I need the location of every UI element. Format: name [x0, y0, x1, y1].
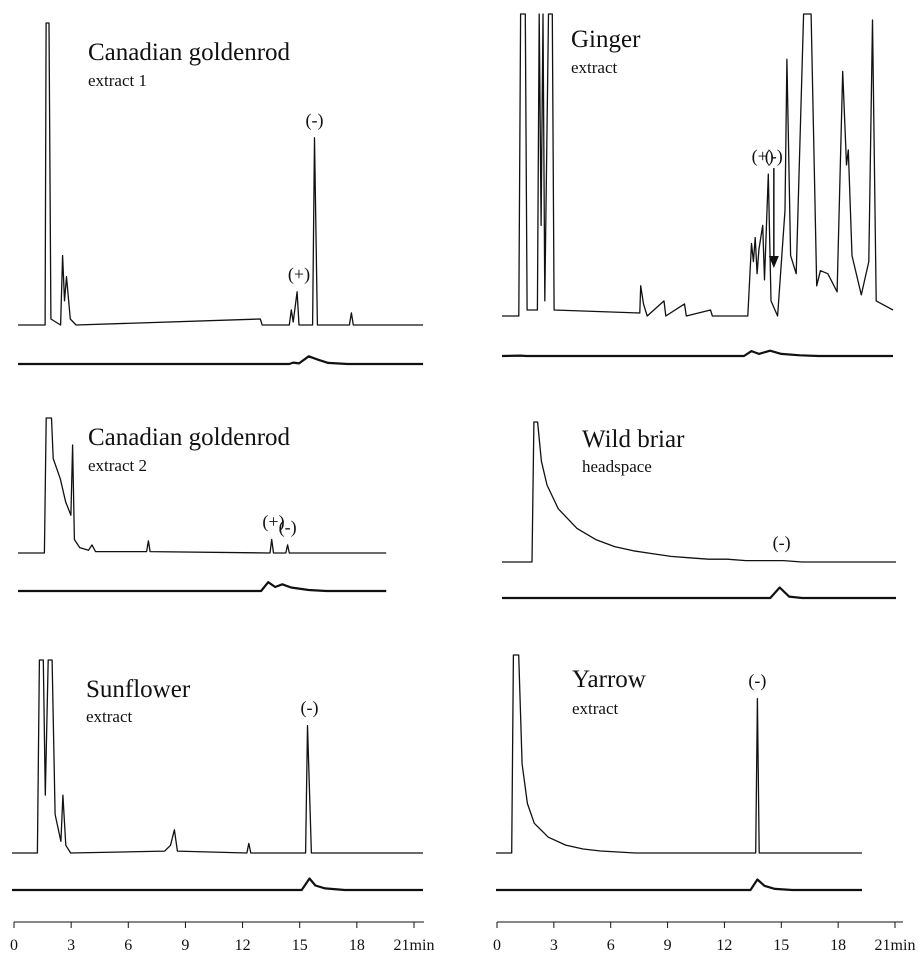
chromatogram-panel: (-) Sunflower extract [12, 659, 423, 892]
chromatogram-trace [496, 654, 862, 854]
x-tick-label: 9 [181, 937, 189, 954]
x-tick-label: 12 [235, 937, 251, 954]
x-tick-label: 0 [10, 937, 18, 954]
chromatogram-panel: (+)(-) Canadian goldenrod extract 2 [18, 417, 387, 593]
panel-title: Yarrow [572, 666, 646, 693]
chromatogram-panel: (+) (-) Canadian goldenrod extract 1 [18, 22, 424, 366]
x-tick-label: 18 [830, 937, 846, 954]
chromatogram-panel: (-) Yarrow extract [496, 654, 862, 892]
peak-label: (+) [262, 512, 284, 533]
peak-label: (-) [748, 671, 766, 692]
chromatogram-trace [12, 659, 423, 854]
x-axis-left: 0 3 6 9 12 15 18 21min [10, 921, 435, 954]
x-tick-label: 6 [607, 937, 615, 954]
peak-label: (+) [288, 264, 310, 285]
panel-subtitle: extract [572, 699, 619, 718]
x-tick-label: 6 [124, 937, 132, 954]
x-tick-label: 18 [349, 937, 365, 954]
chromatogram-panel: (+)(-) Ginger extract [501, 13, 894, 358]
enantiomer-trace [18, 355, 424, 366]
panel-subtitle: extract 2 [88, 456, 147, 475]
x-tick-label: 21min [394, 937, 435, 954]
x-tick-label: 15 [773, 937, 789, 954]
x-tick-label: 3 [550, 937, 558, 954]
enantiomer-trace [502, 586, 896, 600]
peak-label: (-) [279, 517, 297, 538]
peak-label: (-) [306, 110, 324, 131]
enantiomer-trace [496, 878, 862, 892]
peak-label: (+) [752, 146, 774, 167]
x-tick-label: 9 [664, 937, 672, 954]
chromatogram-panel: (-) Wild briar headspace [502, 421, 896, 600]
panel-subtitle: extract 1 [88, 71, 147, 90]
enantiomer-trace [501, 349, 893, 358]
panel-subtitle: headspace [582, 457, 652, 476]
x-tick-label: 21min [875, 937, 916, 954]
panel-title: Canadian goldenrod [88, 424, 291, 451]
peak-label: (-) [301, 698, 319, 719]
chromatogram-trace [502, 13, 894, 317]
panel-title: Canadian goldenrod [88, 39, 291, 66]
arrow-head-icon [768, 256, 779, 269]
x-axis-right: 0 3 6 9 12 15 18 21min [493, 921, 916, 954]
enantiomer-trace [18, 581, 387, 593]
panel-title: Ginger [571, 26, 641, 53]
chromatogram-trace [18, 22, 424, 326]
peak-label: (-) [773, 533, 791, 554]
chromatogram-trace [18, 417, 387, 554]
enantiomer-trace [12, 877, 423, 892]
panel-title: Sunflower [86, 676, 191, 703]
chromatogram-trace [502, 421, 896, 563]
x-tick-label: 15 [292, 937, 308, 954]
x-tick-label: 0 [493, 937, 501, 954]
panel-subtitle: extract [86, 707, 133, 726]
peak-label: (-) [765, 146, 783, 167]
x-tick-label: 12 [716, 937, 732, 954]
panel-subtitle: extract [571, 58, 618, 77]
x-tick-label: 3 [67, 937, 75, 954]
panel-title: Wild briar [582, 426, 685, 453]
